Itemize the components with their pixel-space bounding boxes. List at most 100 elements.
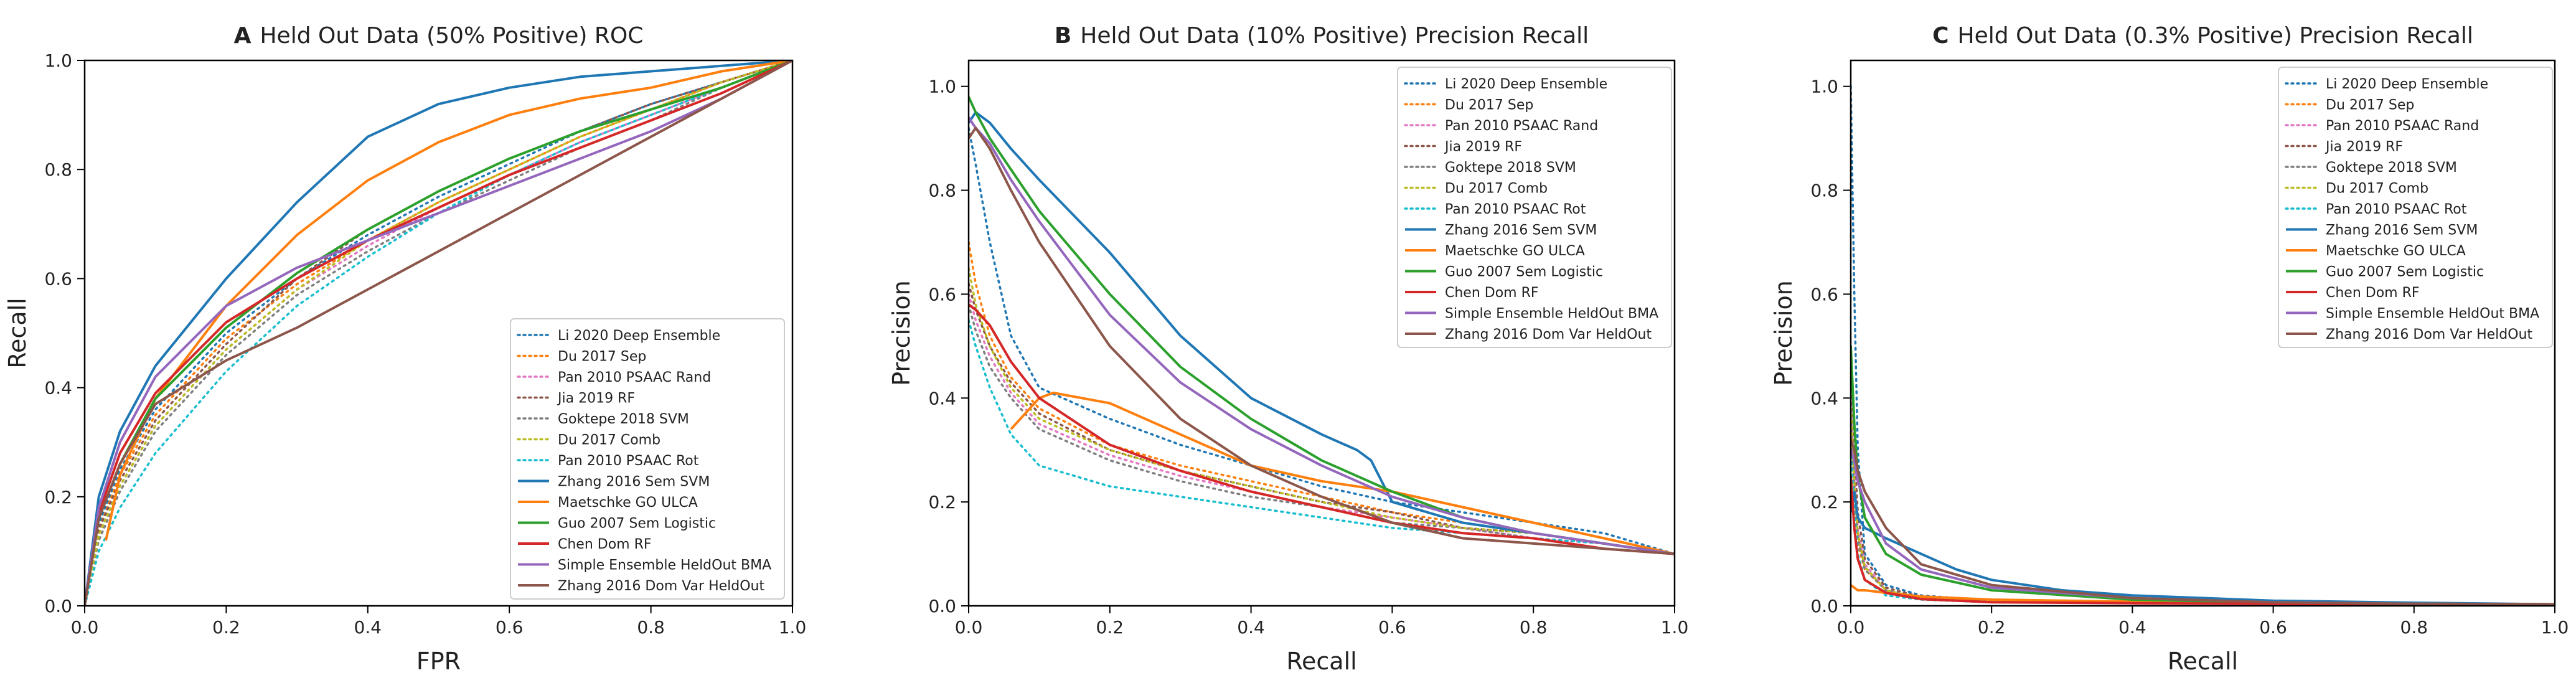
series-line-zhang-2016-dom-var-heldout bbox=[969, 126, 1675, 555]
legend-label: Pan 2010 PSAAC Rot bbox=[558, 453, 699, 469]
x-axis-label: Recall bbox=[1286, 648, 1356, 675]
series-line-goktepe-2018-svm bbox=[1851, 423, 2555, 606]
legend-label: Li 2020 Deep Ensemble bbox=[2326, 77, 2488, 92]
legend-label: Pan 2010 PSAAC Rand bbox=[1445, 118, 1598, 134]
panel-letter: C bbox=[1932, 23, 1948, 49]
y-tick-label: 0.0 bbox=[44, 596, 72, 616]
series-group bbox=[1851, 85, 2555, 606]
series-line-simple-ensemble-heldout-bma bbox=[969, 116, 1675, 555]
series-line-maetschke-go-ulca bbox=[105, 60, 792, 541]
y-tick-label: 0.6 bbox=[44, 268, 72, 289]
y-tick-label: 0.2 bbox=[1810, 492, 1838, 512]
series-group bbox=[969, 96, 1675, 555]
series-line-pan-2010-psaac-rot bbox=[1851, 448, 2555, 606]
y-tick-label: 0.6 bbox=[928, 284, 956, 304]
panel-letter: B bbox=[1055, 23, 1071, 49]
series-line-guo-2007-sem-logistic bbox=[1851, 346, 2555, 606]
y-tick-label: 0.6 bbox=[1810, 284, 1838, 304]
legend-label: Du 2017 Comb bbox=[2326, 181, 2428, 197]
legend-label: Simple Ensemble HeldOut BMA bbox=[2326, 306, 2539, 322]
legend: Li 2020 Deep Ensemble Du 2017 Sep Pan 2010… bbox=[2278, 67, 2553, 348]
y-tick-label: 0.4 bbox=[44, 378, 72, 399]
plot-frame bbox=[967, 59, 1676, 607]
legend-box bbox=[1397, 67, 1672, 348]
series-line-zhang-2016-dom-var-heldout bbox=[1851, 439, 2555, 606]
x-tick-label: 0.4 bbox=[2118, 617, 2146, 638]
series-line-simple-ensemble-heldout-bma bbox=[85, 60, 792, 606]
y-tick-label: 1.0 bbox=[44, 50, 72, 71]
y-tick-label: 1.0 bbox=[1810, 77, 1838, 97]
legend-label: Pan 2010 PSAAC Rand bbox=[558, 370, 711, 385]
legend-label: Guo 2007 Sem Logistic bbox=[558, 516, 716, 532]
series-line-goktepe-2018-svm bbox=[85, 60, 792, 606]
y-tick-label: 0.0 bbox=[1810, 596, 1838, 616]
y-tick-label: 0.4 bbox=[1810, 388, 1838, 408]
series-line-jia-2019-rf bbox=[1851, 345, 2555, 606]
series-line-simple-ensemble-heldout-bma bbox=[1851, 450, 2555, 606]
legend-label: Pan 2010 PSAAC Rand bbox=[2326, 118, 2479, 134]
legend-box bbox=[510, 318, 785, 600]
legend-label: Maetschke GO ULCA bbox=[1445, 243, 1585, 259]
legend-label: Goktepe 2018 SVM bbox=[1445, 160, 1576, 176]
x-tick-label: 0.0 bbox=[955, 617, 983, 638]
x-tick-label: 1.0 bbox=[2541, 617, 2569, 638]
panel-letter: A bbox=[234, 23, 251, 49]
series-line-zhang-2016-sem-svm bbox=[1851, 490, 2555, 606]
legend-label: Simple Ensemble HeldOut BMA bbox=[558, 558, 771, 573]
y-tick-label: 0.0 bbox=[928, 596, 956, 616]
x-tick-label: 0.6 bbox=[2259, 617, 2287, 638]
legend-label: Jia 2019 RF bbox=[2325, 139, 2403, 155]
legend-label: Li 2020 Deep Ensemble bbox=[558, 328, 720, 344]
y-tick-label: 0.2 bbox=[928, 492, 956, 512]
legend-label: Goktepe 2018 SVM bbox=[558, 412, 689, 427]
x-tick-label: 0.6 bbox=[496, 617, 524, 638]
title-text: Held Out Data (50% Positive) ROC bbox=[260, 23, 643, 49]
y-tick-label: 0.4 bbox=[928, 388, 956, 408]
series-line-du-2017-sep bbox=[1851, 448, 2555, 606]
panel-c: C Held Out Data (0.3% Positive) Precision… bbox=[1770, 23, 2569, 675]
legend-label: Zhang 2016 Sem SVM bbox=[558, 474, 710, 490]
y-tick-label: 0.2 bbox=[44, 487, 72, 507]
series-line-chen-dom-rf bbox=[1851, 476, 2555, 606]
chart-title: B Held Out Data (10% Positive) Precision … bbox=[1055, 23, 1589, 49]
series-line-zhang-2016-dom-var-heldout bbox=[85, 60, 792, 606]
legend-label: Du 2017 Sep bbox=[2326, 98, 2414, 113]
series-line-zhang-2016-sem-svm bbox=[969, 111, 1675, 555]
series-line-pan-2010-psaac-rot bbox=[85, 60, 792, 606]
legend-label: Du 2017 Comb bbox=[558, 433, 660, 448]
series-line-li-2020-deep-ensemble bbox=[85, 60, 792, 606]
x-tick-label: 0.0 bbox=[1837, 617, 1865, 638]
plot-frame bbox=[83, 59, 794, 607]
x-tick-label: 1.0 bbox=[1661, 617, 1689, 638]
legend-label: Zhang 2016 Sem SVM bbox=[2326, 223, 2478, 238]
series-line-chen-dom-rf bbox=[969, 303, 1675, 555]
series-line-zhang-2016-sem-svm bbox=[85, 60, 792, 606]
y-tick-label: 0.8 bbox=[44, 159, 72, 180]
x-tick-label: 0.8 bbox=[637, 617, 665, 638]
legend-label: Chen Dom RF bbox=[558, 537, 652, 552]
chart-title: C Held Out Data (0.3% Positive) Precision… bbox=[1932, 23, 2473, 49]
legend-label: Guo 2007 Sem Logistic bbox=[2326, 265, 2484, 280]
x-tick-label: 0.4 bbox=[1237, 617, 1265, 638]
legend-label: Zhang 2016 Dom Var HeldOut bbox=[1445, 327, 1652, 342]
legend-label: Jia 2019 RF bbox=[1444, 139, 1522, 155]
y-axis-label: Precision bbox=[1770, 280, 1797, 386]
x-tick-label: 0.6 bbox=[1378, 617, 1406, 638]
x-tick-label: 0.4 bbox=[354, 617, 382, 638]
legend-label: Jia 2019 RF bbox=[557, 391, 635, 407]
legend-label: Guo 2007 Sem Logistic bbox=[1445, 265, 1603, 280]
legend-label: Zhang 2016 Sem SVM bbox=[1445, 223, 1597, 238]
x-axis-label: Recall bbox=[2168, 648, 2238, 675]
legend-label: Pan 2010 PSAAC Rot bbox=[2326, 202, 2467, 217]
x-tick-label: 1.0 bbox=[779, 617, 807, 638]
chart-title: A Held Out Data (50% Positive) ROC bbox=[234, 23, 644, 49]
y-tick-label: 0.8 bbox=[928, 181, 956, 201]
legend-label: Du 2017 Sep bbox=[1445, 98, 1533, 113]
y-axis-label: Recall bbox=[4, 298, 31, 368]
y-tick-label: 0.8 bbox=[1810, 181, 1838, 201]
x-tick-label: 0.2 bbox=[1978, 617, 2006, 638]
x-axis-label: FPR bbox=[416, 648, 461, 675]
legend-label: Chen Dom RF bbox=[2326, 285, 2420, 301]
series-line-pan-2010-psaac-rot bbox=[969, 319, 1675, 555]
title-text: Held Out Data (10% Positive) Precision R… bbox=[1080, 23, 1589, 49]
